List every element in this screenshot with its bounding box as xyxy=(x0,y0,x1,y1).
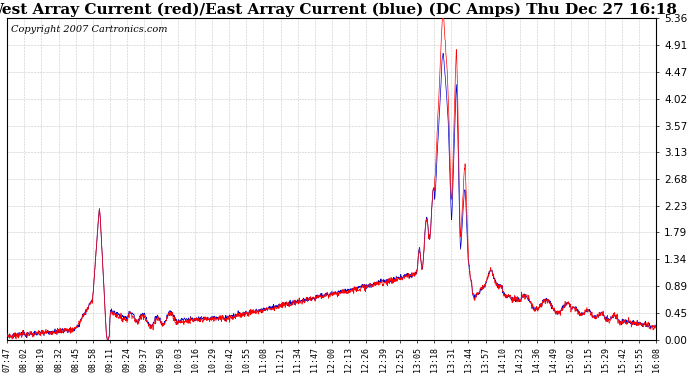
Title: West Array Current (red)/East Array Current (blue) (DC Amps) Thu Dec 27 16:18: West Array Current (red)/East Array Curr… xyxy=(0,3,678,17)
Text: Copyright 2007 Cartronics.com: Copyright 2007 Cartronics.com xyxy=(10,25,167,34)
